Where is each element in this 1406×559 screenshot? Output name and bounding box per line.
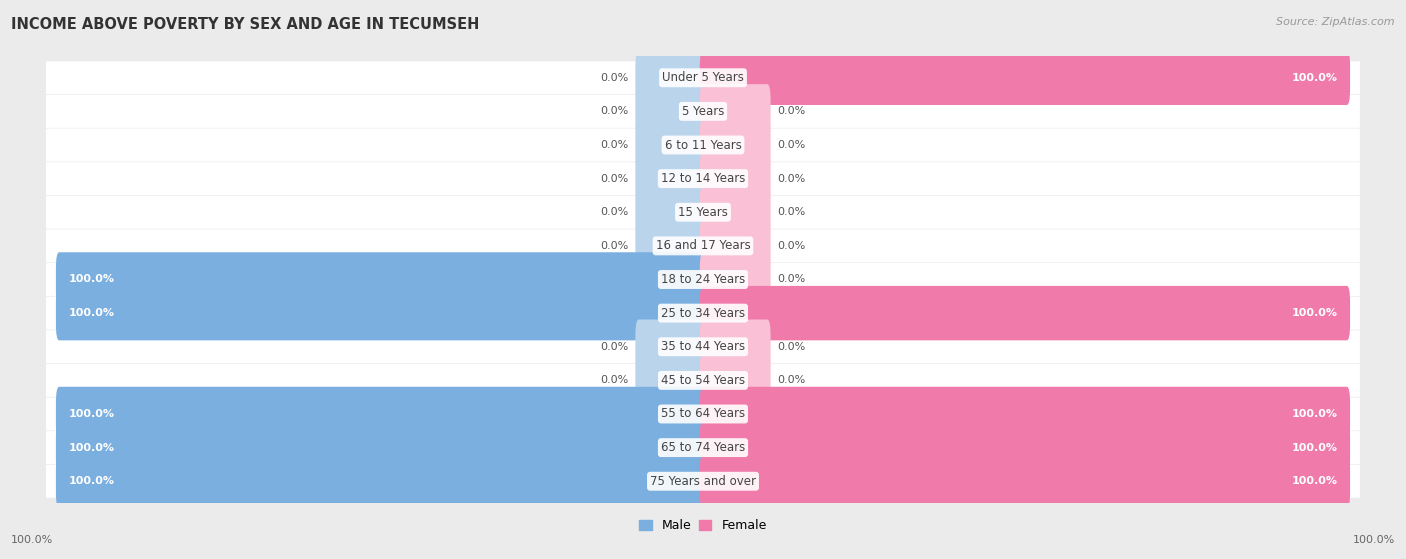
FancyBboxPatch shape	[46, 465, 1360, 498]
Text: 0.0%: 0.0%	[600, 73, 628, 83]
Text: 18 to 24 Years: 18 to 24 Years	[661, 273, 745, 286]
FancyBboxPatch shape	[700, 420, 1350, 475]
FancyBboxPatch shape	[636, 353, 706, 408]
Text: 0.0%: 0.0%	[600, 342, 628, 352]
FancyBboxPatch shape	[636, 185, 706, 239]
FancyBboxPatch shape	[700, 50, 1350, 105]
FancyBboxPatch shape	[636, 151, 706, 206]
FancyBboxPatch shape	[700, 252, 770, 307]
Text: 0.0%: 0.0%	[600, 140, 628, 150]
Text: 0.0%: 0.0%	[600, 106, 628, 116]
Text: 0.0%: 0.0%	[600, 376, 628, 385]
FancyBboxPatch shape	[636, 219, 706, 273]
Text: 0.0%: 0.0%	[778, 274, 806, 285]
Text: 0.0%: 0.0%	[600, 241, 628, 251]
Text: 6 to 11 Years: 6 to 11 Years	[665, 139, 741, 151]
Text: 65 to 74 Years: 65 to 74 Years	[661, 441, 745, 454]
Text: 55 to 64 Years: 55 to 64 Years	[661, 408, 745, 420]
FancyBboxPatch shape	[46, 229, 1360, 262]
Text: 75 Years and over: 75 Years and over	[650, 475, 756, 488]
Text: 16 and 17 Years: 16 and 17 Years	[655, 239, 751, 252]
Text: 12 to 14 Years: 12 to 14 Years	[661, 172, 745, 185]
Text: 15 Years: 15 Years	[678, 206, 728, 219]
FancyBboxPatch shape	[46, 162, 1360, 195]
FancyBboxPatch shape	[56, 252, 706, 307]
Text: 100.0%: 100.0%	[1353, 535, 1395, 545]
FancyBboxPatch shape	[46, 263, 1360, 296]
Text: Source: ZipAtlas.com: Source: ZipAtlas.com	[1277, 17, 1395, 27]
FancyBboxPatch shape	[700, 286, 1350, 340]
FancyBboxPatch shape	[700, 353, 770, 408]
Legend: Male, Female: Male, Female	[634, 514, 772, 537]
Text: 100.0%: 100.0%	[1291, 308, 1337, 318]
FancyBboxPatch shape	[700, 320, 770, 374]
FancyBboxPatch shape	[700, 185, 770, 239]
FancyBboxPatch shape	[636, 320, 706, 374]
Text: 100.0%: 100.0%	[1291, 409, 1337, 419]
Text: 100.0%: 100.0%	[69, 274, 115, 285]
Text: 100.0%: 100.0%	[69, 308, 115, 318]
FancyBboxPatch shape	[46, 364, 1360, 397]
Text: 100.0%: 100.0%	[1291, 476, 1337, 486]
Text: 0.0%: 0.0%	[778, 207, 806, 217]
FancyBboxPatch shape	[46, 297, 1360, 330]
Text: 0.0%: 0.0%	[600, 207, 628, 217]
Text: 45 to 54 Years: 45 to 54 Years	[661, 374, 745, 387]
Text: 0.0%: 0.0%	[778, 342, 806, 352]
FancyBboxPatch shape	[56, 454, 706, 509]
Text: 100.0%: 100.0%	[1291, 443, 1337, 453]
FancyBboxPatch shape	[700, 84, 770, 139]
FancyBboxPatch shape	[46, 431, 1360, 464]
Text: INCOME ABOVE POVERTY BY SEX AND AGE IN TECUMSEH: INCOME ABOVE POVERTY BY SEX AND AGE IN T…	[11, 17, 479, 32]
FancyBboxPatch shape	[56, 286, 706, 340]
Text: 100.0%: 100.0%	[69, 476, 115, 486]
Text: 100.0%: 100.0%	[11, 535, 53, 545]
FancyBboxPatch shape	[46, 196, 1360, 229]
FancyBboxPatch shape	[56, 420, 706, 475]
Text: 0.0%: 0.0%	[600, 174, 628, 183]
FancyBboxPatch shape	[700, 219, 770, 273]
FancyBboxPatch shape	[700, 454, 1350, 509]
FancyBboxPatch shape	[46, 330, 1360, 363]
FancyBboxPatch shape	[46, 129, 1360, 162]
FancyBboxPatch shape	[636, 118, 706, 172]
FancyBboxPatch shape	[56, 387, 706, 441]
Text: 0.0%: 0.0%	[778, 174, 806, 183]
Text: 100.0%: 100.0%	[1291, 73, 1337, 83]
Text: 0.0%: 0.0%	[778, 140, 806, 150]
FancyBboxPatch shape	[700, 151, 770, 206]
Text: 0.0%: 0.0%	[778, 241, 806, 251]
Text: 35 to 44 Years: 35 to 44 Years	[661, 340, 745, 353]
FancyBboxPatch shape	[636, 84, 706, 139]
FancyBboxPatch shape	[46, 397, 1360, 430]
Text: Under 5 Years: Under 5 Years	[662, 71, 744, 84]
FancyBboxPatch shape	[636, 50, 706, 105]
FancyBboxPatch shape	[700, 118, 770, 172]
Text: 25 to 34 Years: 25 to 34 Years	[661, 307, 745, 320]
FancyBboxPatch shape	[46, 95, 1360, 128]
Text: 5 Years: 5 Years	[682, 105, 724, 118]
Text: 100.0%: 100.0%	[69, 409, 115, 419]
Text: 0.0%: 0.0%	[778, 376, 806, 385]
FancyBboxPatch shape	[700, 387, 1350, 441]
Text: 0.0%: 0.0%	[778, 106, 806, 116]
Text: 100.0%: 100.0%	[69, 443, 115, 453]
FancyBboxPatch shape	[46, 61, 1360, 94]
